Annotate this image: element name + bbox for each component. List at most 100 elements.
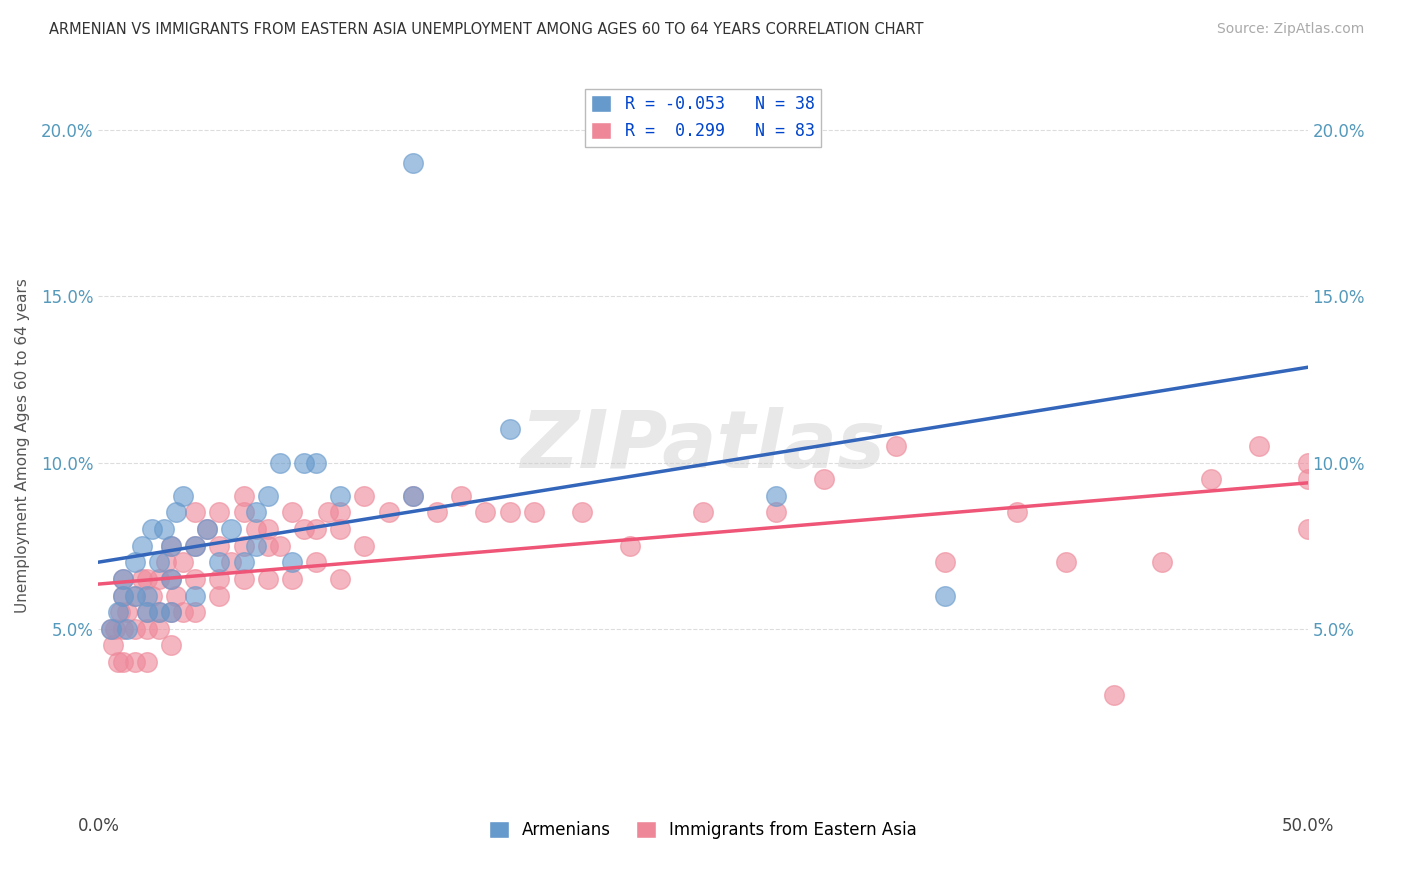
- Point: [155, 555, 177, 569]
- Point: [1102, 689, 1125, 703]
- Text: ZIPatlas: ZIPatlas: [520, 407, 886, 485]
- Point: [208, 539, 231, 553]
- Point: [498, 506, 520, 520]
- Point: [402, 489, 425, 503]
- Point: [107, 605, 129, 619]
- Point: [160, 605, 183, 619]
- Point: [402, 489, 425, 503]
- Point: [281, 506, 304, 520]
- Point: [208, 555, 231, 569]
- Point: [245, 539, 267, 553]
- Point: [148, 572, 170, 586]
- Point: [104, 622, 127, 636]
- Point: [148, 622, 170, 636]
- Point: [160, 605, 183, 619]
- Point: [135, 622, 157, 636]
- Point: [329, 489, 352, 503]
- Point: [195, 522, 218, 536]
- Point: [426, 506, 449, 520]
- Point: [165, 506, 187, 520]
- Point: [141, 589, 163, 603]
- Point: [111, 589, 134, 603]
- Point: [245, 522, 267, 536]
- Point: [124, 589, 146, 603]
- Point: [111, 572, 134, 586]
- Point: [101, 639, 124, 653]
- Point: [353, 539, 375, 553]
- Text: ARMENIAN VS IMMIGRANTS FROM EASTERN ASIA UNEMPLOYMENT AMONG AGES 60 TO 64 YEARS : ARMENIAN VS IMMIGRANTS FROM EASTERN ASIA…: [49, 22, 924, 37]
- Point: [172, 605, 194, 619]
- Point: [1296, 456, 1319, 470]
- Point: [281, 572, 304, 586]
- Point: [195, 522, 218, 536]
- Point: [1249, 439, 1271, 453]
- Point: [100, 622, 122, 636]
- Point: [256, 522, 278, 536]
- Point: [148, 555, 170, 569]
- Point: [765, 506, 787, 520]
- Point: [329, 506, 352, 520]
- Point: [232, 489, 254, 503]
- Point: [329, 572, 352, 586]
- Point: [377, 506, 399, 520]
- Point: [692, 506, 714, 520]
- Point: [1296, 472, 1319, 486]
- Point: [208, 572, 231, 586]
- Point: [1007, 506, 1029, 520]
- Point: [100, 622, 122, 636]
- Point: [329, 522, 352, 536]
- Point: [135, 605, 157, 619]
- Point: [305, 555, 328, 569]
- Point: [305, 456, 328, 470]
- Point: [160, 639, 183, 653]
- Point: [111, 622, 134, 636]
- Point: [160, 572, 183, 586]
- Point: [184, 506, 207, 520]
- Point: [148, 605, 170, 619]
- Point: [221, 522, 243, 536]
- Point: [117, 622, 139, 636]
- Point: [184, 539, 207, 553]
- Point: [232, 572, 254, 586]
- Point: [765, 489, 787, 503]
- Point: [474, 506, 496, 520]
- Text: Source: ZipAtlas.com: Source: ZipAtlas.com: [1216, 22, 1364, 37]
- Point: [934, 589, 956, 603]
- Point: [221, 555, 243, 569]
- Point: [172, 555, 194, 569]
- Point: [111, 572, 134, 586]
- Point: [316, 506, 339, 520]
- Point: [934, 555, 956, 569]
- Point: [571, 506, 593, 520]
- Point: [232, 506, 254, 520]
- Point: [184, 539, 207, 553]
- Point: [232, 555, 254, 569]
- Point: [208, 589, 231, 603]
- Y-axis label: Unemployment Among Ages 60 to 64 years: Unemployment Among Ages 60 to 64 years: [15, 278, 30, 614]
- Point: [124, 655, 146, 669]
- Point: [1152, 555, 1174, 569]
- Point: [1199, 472, 1222, 486]
- Point: [107, 655, 129, 669]
- Point: [135, 655, 157, 669]
- Point: [148, 605, 170, 619]
- Point: [269, 539, 291, 553]
- Point: [135, 605, 157, 619]
- Point: [402, 156, 425, 170]
- Point: [124, 555, 146, 569]
- Point: [108, 605, 131, 619]
- Point: [172, 489, 194, 503]
- Point: [292, 522, 315, 536]
- Point: [305, 522, 328, 536]
- Point: [135, 572, 157, 586]
- Point: [208, 506, 231, 520]
- Point: [1054, 555, 1077, 569]
- Point: [184, 572, 207, 586]
- Point: [886, 439, 908, 453]
- Point: [152, 522, 174, 536]
- Point: [184, 589, 207, 603]
- Point: [245, 506, 267, 520]
- Point: [141, 522, 163, 536]
- Point: [160, 539, 183, 553]
- Point: [1296, 522, 1319, 536]
